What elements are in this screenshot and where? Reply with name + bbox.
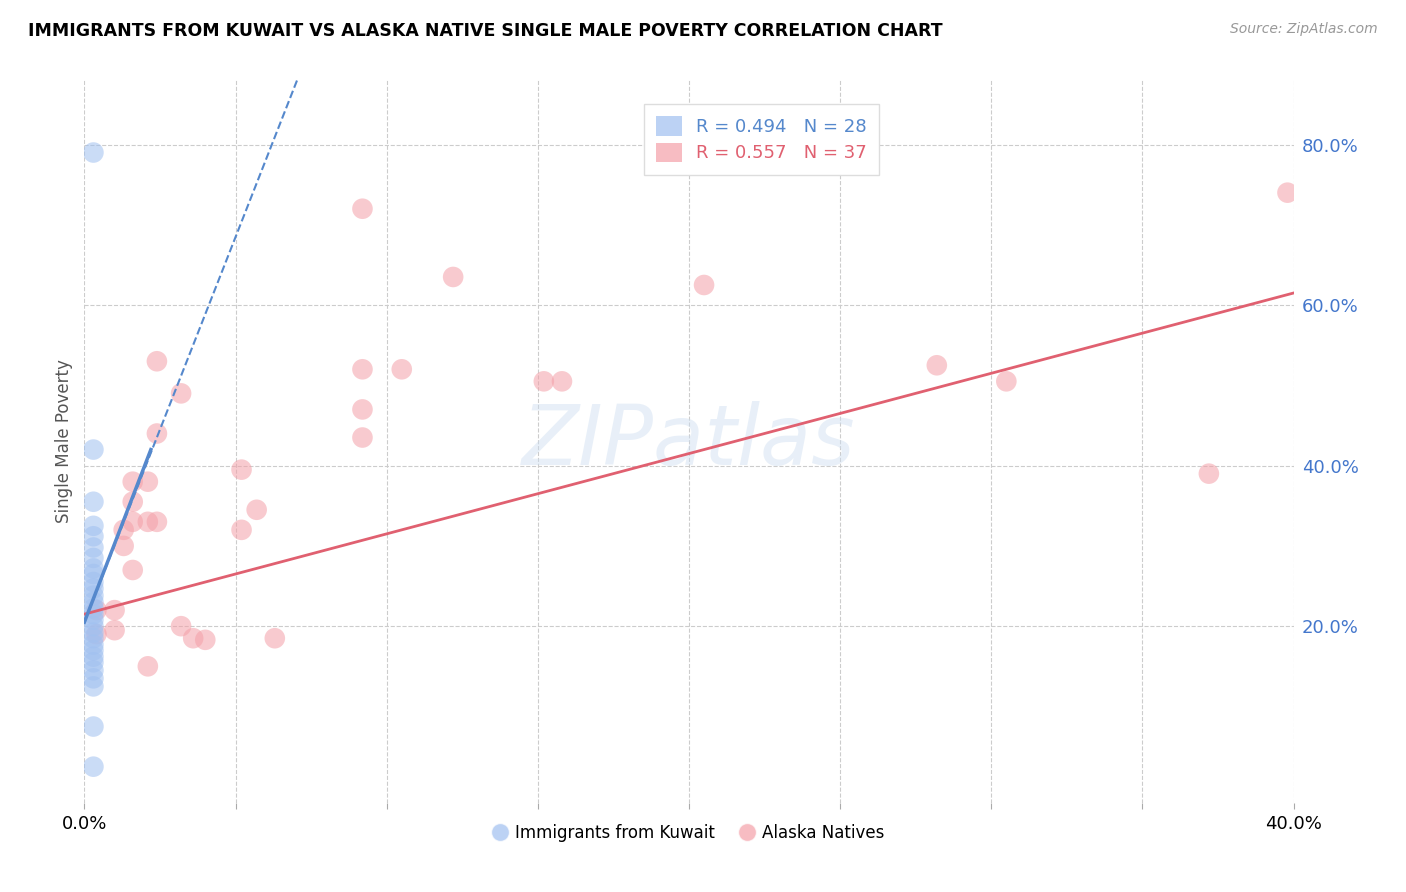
Point — [82, 518, 104, 533]
Point — [82, 632, 104, 646]
Y-axis label: Single Male Poverty: Single Male Poverty — [55, 359, 73, 524]
Point — [82, 551, 104, 566]
Point — [82, 442, 104, 457]
Point — [82, 680, 104, 694]
Text: IMMIGRANTS FROM KUWAIT VS ALASKA NATIVE SINGLE MALE POVERTY CORRELATION CHART: IMMIGRANTS FROM KUWAIT VS ALASKA NATIVE … — [28, 22, 943, 40]
Point — [112, 523, 135, 537]
Point — [146, 354, 169, 368]
Point — [104, 623, 127, 637]
Point — [146, 515, 169, 529]
Point — [170, 619, 193, 633]
Point — [82, 643, 104, 657]
Point — [246, 502, 269, 516]
Text: Source: ZipAtlas.com: Source: ZipAtlas.com — [1230, 22, 1378, 37]
Point — [121, 515, 143, 529]
Point — [82, 619, 104, 633]
Point — [352, 402, 374, 417]
Point — [86, 603, 108, 617]
Point — [82, 595, 104, 609]
Point — [82, 582, 104, 596]
Point — [82, 145, 104, 160]
Point — [82, 649, 104, 664]
Point — [441, 269, 464, 284]
Point — [82, 541, 104, 555]
Point — [1277, 186, 1299, 200]
Point — [391, 362, 413, 376]
Point — [82, 719, 104, 733]
Point — [352, 362, 374, 376]
Point — [82, 529, 104, 543]
Point — [263, 632, 285, 646]
Point — [181, 632, 204, 646]
Point — [194, 632, 217, 647]
Point — [82, 671, 104, 685]
Point — [146, 426, 169, 441]
Point — [82, 494, 104, 508]
Point — [112, 539, 135, 553]
Point — [82, 601, 104, 615]
Point — [82, 567, 104, 582]
Point — [121, 563, 143, 577]
Point — [82, 625, 104, 640]
Point — [693, 277, 716, 292]
Point — [82, 638, 104, 652]
Point — [82, 607, 104, 621]
Point — [136, 659, 159, 673]
Point — [352, 430, 374, 444]
Legend: Immigrants from Kuwait, Alaska Natives: Immigrants from Kuwait, Alaska Natives — [486, 817, 891, 848]
Point — [104, 603, 127, 617]
Point — [82, 655, 104, 669]
Point — [86, 627, 108, 641]
Point — [231, 462, 253, 476]
Point — [352, 202, 374, 216]
Point — [136, 515, 159, 529]
Point — [533, 374, 555, 388]
Point — [121, 475, 143, 489]
Text: ZIPatlas: ZIPatlas — [522, 401, 856, 482]
Point — [82, 613, 104, 627]
Point — [82, 664, 104, 678]
Point — [170, 386, 193, 401]
Point — [925, 358, 948, 372]
Point — [231, 523, 253, 537]
Point — [1198, 467, 1220, 481]
Point — [82, 589, 104, 603]
Point — [121, 494, 143, 508]
Point — [995, 374, 1018, 388]
Point — [82, 574, 104, 589]
Point — [551, 374, 574, 388]
Point — [82, 561, 104, 575]
Point — [82, 760, 104, 774]
Point — [136, 475, 159, 489]
